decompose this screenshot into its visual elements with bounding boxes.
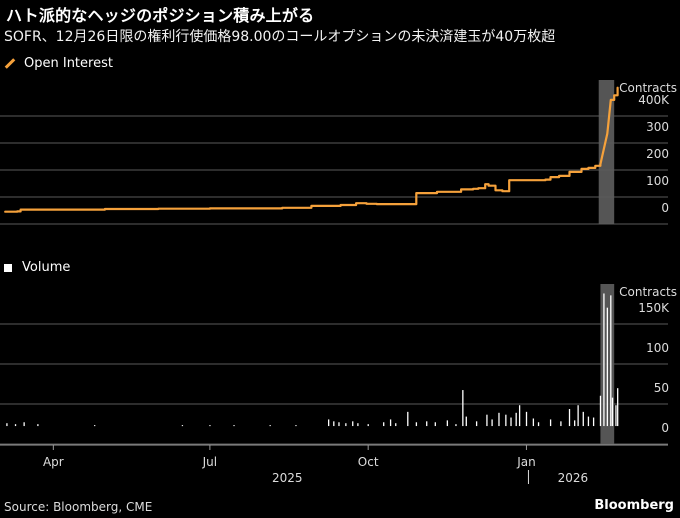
volume-bar: [577, 405, 579, 427]
volume-bar: [6, 423, 8, 427]
volume-bar: [611, 397, 614, 427]
x-axis-month-label: Oct: [358, 455, 379, 469]
brand-logo-text: Bloomberg: [594, 498, 674, 513]
volume-bar: [357, 423, 359, 427]
volume-bar: [606, 307, 609, 427]
volume-bar: [345, 423, 347, 427]
volume-bar: [333, 421, 335, 427]
volume-bar: [389, 419, 392, 427]
x-axis-year-label: 2026: [558, 471, 589, 485]
volume-y-tick-label: 150K: [638, 301, 670, 315]
x-axis-month-label: Jul: [202, 455, 217, 469]
volume-bar: [338, 422, 340, 427]
volume-y-tick-label: 0: [661, 421, 669, 435]
volume-bar: [592, 417, 595, 427]
x-axis-month-label: Apr: [43, 455, 64, 469]
oi-y-tick-label: 400K: [638, 93, 670, 107]
x-axis-year-label: 2025: [272, 471, 303, 485]
volume-y-tick-label: 100: [646, 341, 669, 355]
volume-bar: [23, 422, 25, 427]
legend-open-interest-label: Open Interest: [24, 56, 113, 71]
volume-bar: [505, 414, 507, 427]
volume-bar: [14, 424, 17, 427]
volume-bar: [582, 411, 584, 427]
volume-bar: [462, 390, 464, 427]
volume-bar: [587, 416, 590, 427]
volume-bar: [518, 405, 521, 427]
volume-bar: [455, 424, 457, 427]
volume-axis-unit-label: Contracts: [619, 285, 677, 299]
volume-bar: [510, 417, 512, 427]
volume-bar: [269, 425, 271, 427]
volume-bar: [233, 425, 235, 427]
volume-bar: [486, 414, 488, 427]
legend-volume-label: Volume: [22, 260, 71, 275]
legend-volume: Volume: [4, 260, 70, 275]
source-note: Source: Bloomberg, CME: [4, 500, 153, 514]
volume-bar: [181, 425, 184, 427]
volume-bar: [209, 425, 211, 427]
volume-bar: [446, 420, 449, 427]
volume-bar: [352, 421, 354, 427]
volume-bar: [37, 424, 39, 427]
volume-bar: [610, 295, 612, 427]
volume-bar: [568, 409, 571, 427]
volume-bar: [599, 395, 602, 427]
volume-bar: [491, 419, 493, 427]
oi-highlight-band: [598, 80, 615, 224]
chart-title: ハト派的なヘッジのポジション積み上がる: [6, 6, 315, 25]
volume-bar: [515, 412, 517, 427]
volume-bar: [560, 421, 562, 427]
volume-bar: [574, 420, 576, 427]
oi-y-tick-label: 200: [646, 147, 669, 161]
volume-y-tick-label: 50: [654, 381, 669, 395]
open-interest-line: [4, 86, 619, 213]
volume-bar: [537, 422, 540, 427]
volume-bar: [407, 411, 409, 427]
volume-bar: [328, 419, 330, 427]
oi-axis-unit-label: Contracts: [619, 81, 677, 95]
chart-subtitle: SOFR、12月26日限の権利行使価格98.00のコールオプションの未決済建玉が…: [4, 29, 556, 45]
volume-bar: [525, 411, 528, 427]
x-axis-month-label: Jan: [516, 455, 536, 469]
volume-bar: [94, 425, 96, 427]
volume-bar: [532, 418, 535, 427]
volume-bar: [383, 422, 385, 427]
oi-y-tick-label: 0: [661, 201, 669, 215]
volume-bar: [395, 423, 397, 427]
volume-bar: [415, 422, 418, 427]
volume-bar: [295, 425, 297, 427]
volume-bar: [367, 424, 369, 427]
volume-bar: [615, 405, 617, 427]
volume-bar: [434, 422, 436, 427]
volume-bar: [426, 421, 428, 427]
volume-bar: [617, 388, 619, 427]
volume-bar: [465, 416, 467, 427]
volume-bar: [549, 419, 552, 427]
legend-square-swatch: [4, 263, 12, 272]
volume-bar: [475, 421, 478, 427]
oi-y-tick-label: 100: [646, 174, 669, 188]
volume-bar: [498, 412, 500, 427]
legend-open-interest: Open Interest: [4, 56, 113, 71]
volume-bar: [603, 293, 605, 427]
oi-y-tick-label: 300: [646, 120, 669, 134]
